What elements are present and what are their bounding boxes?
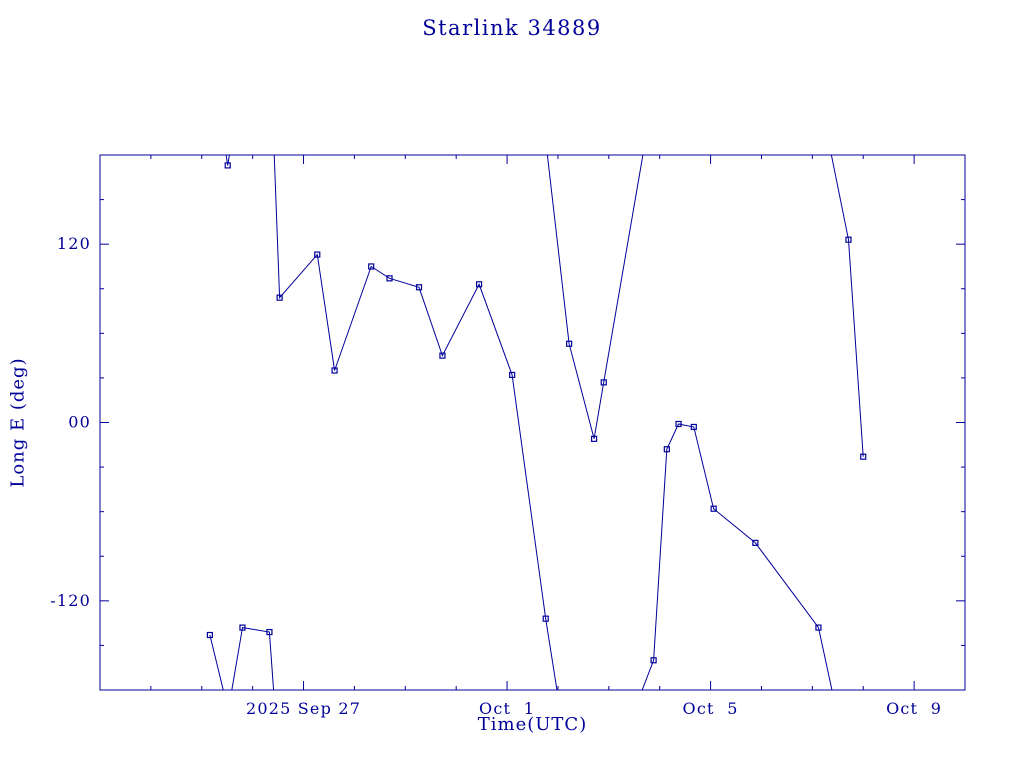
longitude-track-line [231, 627, 275, 690]
data-point-marker [752, 539, 759, 546]
data-point-marker [224, 162, 231, 169]
data-point-marker [600, 379, 607, 386]
data-point-marker [710, 505, 717, 512]
data-point-marker [314, 251, 321, 258]
x-axis-label: Time(UTC) [477, 714, 588, 735]
data-point-marker [590, 435, 598, 442]
x-tick-label: Oct 1 [479, 699, 535, 718]
data-point-marker [815, 624, 822, 631]
y-tick-label: 120 [57, 234, 91, 253]
longitude-track-line [830, 155, 864, 457]
data-point-marker [276, 294, 283, 301]
x-tick-label: 2025 Sep 27 [246, 699, 361, 718]
x-tick-label: Oct 9 [886, 699, 942, 718]
data-point-marker [331, 367, 338, 374]
data-point-marker [650, 657, 657, 664]
data-point-marker [239, 624, 246, 631]
data-point-marker [509, 371, 516, 379]
data-point-marker [386, 275, 393, 282]
chart-title: Starlink 34889 [422, 16, 602, 40]
data-point-marker [266, 628, 273, 636]
plot-frame [99, 154, 966, 691]
data-point-marker [542, 615, 549, 622]
data-point-marker [415, 284, 423, 291]
data-point-marker [439, 352, 446, 359]
data-point-marker [663, 446, 670, 453]
data-point-marker [845, 236, 852, 243]
longitude-track-line [209, 634, 224, 690]
longitude-track-line [273, 155, 558, 690]
y-tick-label: 00 [68, 413, 91, 432]
longitude-track-line [546, 155, 644, 439]
data-point-marker [206, 631, 214, 639]
data-point-marker [475, 281, 483, 288]
longitude-track-line [641, 423, 833, 690]
data-point-marker [566, 340, 573, 347]
x-tick-label: Oct 5 [683, 699, 739, 718]
data-point-marker [690, 423, 697, 431]
data-point-marker [860, 453, 867, 460]
longitude-track-line [225, 155, 230, 166]
data-point-marker [675, 420, 682, 428]
data-series [206, 155, 867, 690]
y-tick-label: -120 [50, 591, 91, 610]
data-point-marker [368, 263, 375, 270]
